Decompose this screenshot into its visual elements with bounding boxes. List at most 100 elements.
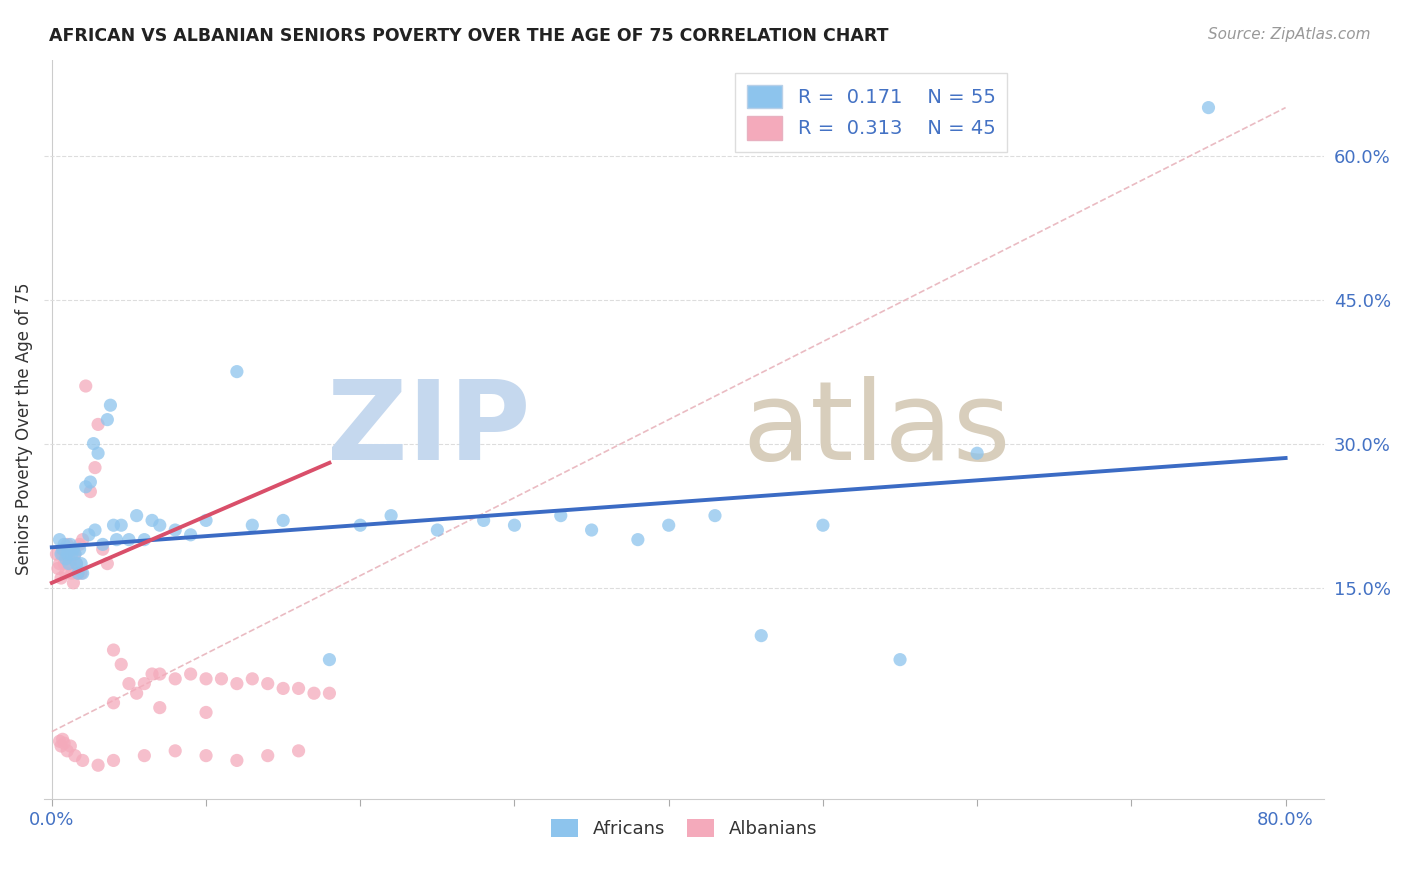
Point xyxy=(75,379,97,393)
Point xyxy=(52,547,75,561)
Point xyxy=(141,667,163,681)
Point xyxy=(134,748,156,763)
Point xyxy=(100,398,122,412)
Point xyxy=(87,758,110,772)
Point xyxy=(256,748,278,763)
Point xyxy=(52,542,75,557)
Point xyxy=(56,537,79,551)
Point xyxy=(52,732,75,747)
Point xyxy=(889,652,911,666)
Point xyxy=(65,557,87,571)
Point xyxy=(53,537,76,551)
Point xyxy=(180,528,202,542)
Point xyxy=(59,739,82,753)
Point xyxy=(63,547,86,561)
Point xyxy=(110,657,132,672)
Point xyxy=(67,566,90,581)
Point xyxy=(256,676,278,690)
Point xyxy=(118,676,141,690)
Point xyxy=(105,533,128,547)
Point xyxy=(318,652,340,666)
Text: ZIP: ZIP xyxy=(328,376,530,483)
Point xyxy=(287,744,309,758)
Point xyxy=(287,681,309,696)
Point xyxy=(195,672,218,686)
Point xyxy=(318,686,340,700)
Point xyxy=(103,518,125,533)
Point xyxy=(79,484,101,499)
Point xyxy=(165,672,187,686)
Point xyxy=(103,754,125,768)
Point xyxy=(240,672,263,686)
Point xyxy=(134,533,156,547)
Point xyxy=(180,667,202,681)
Point xyxy=(627,533,650,547)
Point xyxy=(225,676,247,690)
Point xyxy=(118,533,141,547)
Point xyxy=(62,575,84,590)
Point xyxy=(84,460,107,475)
Point xyxy=(60,547,83,561)
Point xyxy=(79,475,101,489)
Point xyxy=(75,480,97,494)
Point xyxy=(59,537,82,551)
Point xyxy=(1198,101,1220,115)
Point xyxy=(91,537,114,551)
Point xyxy=(149,667,172,681)
Point xyxy=(67,566,90,581)
Point xyxy=(48,734,70,748)
Point xyxy=(82,436,104,450)
Point xyxy=(225,754,247,768)
Point xyxy=(704,508,727,523)
Point xyxy=(58,557,80,571)
Point xyxy=(48,557,70,571)
Point xyxy=(125,686,148,700)
Point xyxy=(84,523,107,537)
Point xyxy=(125,508,148,523)
Point xyxy=(195,748,218,763)
Point xyxy=(45,547,67,561)
Point xyxy=(70,557,93,571)
Point xyxy=(103,643,125,657)
Point xyxy=(58,547,80,561)
Point xyxy=(103,696,125,710)
Text: atlas: atlas xyxy=(742,376,1011,483)
Point xyxy=(195,706,218,720)
Point xyxy=(48,533,70,547)
Text: AFRICAN VS ALBANIAN SENIORS POVERTY OVER THE AGE OF 75 CORRELATION CHART: AFRICAN VS ALBANIAN SENIORS POVERTY OVER… xyxy=(49,27,889,45)
Point xyxy=(380,508,402,523)
Point xyxy=(472,513,495,527)
Point xyxy=(70,566,93,581)
Point xyxy=(87,417,110,432)
Point xyxy=(60,566,83,581)
Point xyxy=(91,542,114,557)
Point xyxy=(87,446,110,460)
Point xyxy=(302,686,325,700)
Point xyxy=(63,547,86,561)
Point xyxy=(49,547,72,561)
Point xyxy=(966,446,988,460)
Point xyxy=(55,551,77,566)
Point xyxy=(72,533,94,547)
Point xyxy=(59,557,82,571)
Text: Source: ZipAtlas.com: Source: ZipAtlas.com xyxy=(1208,27,1371,42)
Point xyxy=(349,518,371,533)
Point xyxy=(811,518,834,533)
Point xyxy=(62,542,84,557)
Point xyxy=(96,412,118,426)
Point xyxy=(165,523,187,537)
Point xyxy=(53,736,76,750)
Point xyxy=(56,744,79,758)
Point xyxy=(69,537,91,551)
Point xyxy=(72,754,94,768)
Point xyxy=(65,557,87,571)
Point xyxy=(134,676,156,690)
Point xyxy=(149,518,172,533)
Point xyxy=(46,561,69,575)
Point xyxy=(56,547,79,561)
Point xyxy=(225,365,247,379)
Legend: Africans, Albanians: Africans, Albanians xyxy=(544,812,824,846)
Point xyxy=(149,700,172,714)
Point xyxy=(195,513,218,527)
Point xyxy=(69,542,91,557)
